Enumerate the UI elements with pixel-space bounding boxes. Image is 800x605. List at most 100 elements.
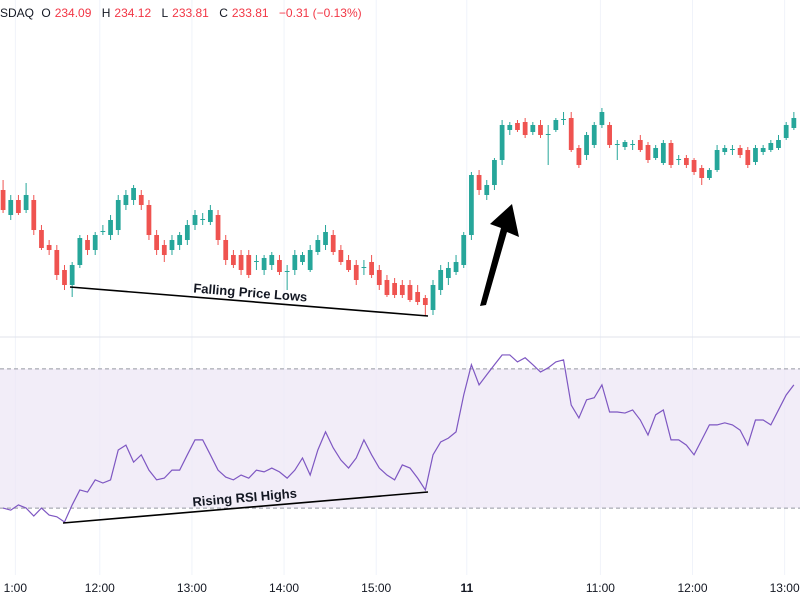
candle-body [637, 140, 643, 150]
candle-body [138, 195, 144, 205]
candle-body [177, 235, 183, 245]
candle-body [545, 134, 551, 135]
field-value: 234.09 [54, 6, 92, 20]
candle-body [23, 195, 29, 210]
candle-body [346, 260, 351, 270]
candle-body [154, 235, 160, 250]
candle-body [561, 119, 566, 120]
field-value: 233.81 [231, 6, 269, 20]
candle-body [62, 270, 67, 285]
candle-body [484, 185, 490, 195]
candle-body [231, 255, 236, 265]
candle-body [714, 150, 720, 170]
candle-body [653, 148, 659, 158]
candle-body [415, 292, 421, 302]
candle-body [69, 265, 75, 285]
candle-body [630, 144, 636, 145]
band-fill [0, 368, 800, 509]
candle-body [530, 125, 536, 132]
candle-body [568, 118, 574, 150]
x-tick-label: 11 [460, 581, 473, 595]
x-tick-label: 13:00 [770, 581, 800, 595]
candle-body [492, 160, 497, 185]
candle-body [422, 298, 428, 305]
candle-body [284, 271, 290, 272]
candle-body [0, 190, 6, 210]
candle-body [261, 258, 267, 270]
candle-body [783, 125, 789, 138]
x-tick-label: 15:00 [361, 581, 391, 595]
candle-body [223, 240, 229, 260]
candle-body [668, 143, 674, 165]
x-tick-label: 12:00 [85, 581, 115, 595]
candle-body [584, 135, 589, 155]
candle-body [768, 143, 774, 150]
candle-body [407, 285, 413, 300]
candle-body [184, 225, 190, 240]
x-tick-label: 14:00 [269, 581, 299, 595]
x-tick-label: 13:00 [177, 581, 207, 595]
candle-body [461, 235, 467, 265]
candle-body [776, 140, 781, 148]
candle-body [522, 122, 528, 135]
candle-body [300, 255, 305, 262]
candle-body [8, 200, 14, 215]
candle-body [553, 120, 559, 130]
candle-body [476, 175, 482, 190]
candle-body [660, 143, 666, 163]
rsi-line [2, 354, 795, 523]
candle-body [246, 255, 252, 275]
candle-body [315, 240, 321, 252]
candle-body [730, 149, 735, 150]
price-trendline [69, 286, 429, 317]
candle-body [85, 240, 90, 250]
candle-body [760, 148, 766, 152]
candle-body [645, 145, 651, 160]
candle-body [161, 245, 167, 255]
candle-body [292, 255, 298, 270]
candle-body [46, 245, 52, 250]
candle-body [707, 170, 712, 178]
field-label: O [41, 6, 51, 20]
candle-body [54, 250, 60, 275]
candle-body [323, 232, 328, 245]
candle-body [200, 219, 206, 220]
candle-body [238, 255, 244, 270]
candle-body [445, 268, 451, 278]
header: SDAQ O 234.09 H 234.12 L 233.81 C 233.81 −0.… [0, 6, 369, 20]
candle-body [207, 210, 213, 222]
field-value: 233.81 [172, 6, 209, 20]
marks [0, 108, 797, 523]
arrow [480, 204, 519, 306]
candle-body [192, 215, 198, 225]
candle-body [108, 220, 113, 235]
rsi-trendline [62, 491, 429, 524]
candle-body [791, 118, 797, 128]
candle-body [753, 148, 758, 162]
field-value: 234.12 [114, 6, 152, 20]
candle-body [146, 205, 152, 235]
candle-body [307, 250, 313, 270]
candle-body [745, 150, 751, 165]
field-label: H [101, 6, 111, 20]
rsi-band [0, 368, 800, 509]
x-axis: 1:00 12:00 13:00 14:00 15:00 11 11:00 12:00 13:0… [4, 581, 800, 595]
candle-body [361, 267, 367, 268]
candle-body [254, 261, 259, 262]
candle-body [399, 285, 405, 295]
candle-body [691, 160, 697, 172]
candle-body [392, 283, 398, 295]
candle-body [438, 270, 444, 290]
candle-body [169, 240, 175, 250]
candle-body [722, 148, 728, 152]
candle-body [330, 235, 336, 252]
candle-body [614, 144, 620, 145]
candle-body [430, 285, 436, 310]
candle-body [16, 200, 21, 213]
candle-body [622, 142, 628, 147]
candle-body [515, 123, 520, 130]
candle-body [131, 188, 136, 200]
candle-body [92, 235, 98, 250]
